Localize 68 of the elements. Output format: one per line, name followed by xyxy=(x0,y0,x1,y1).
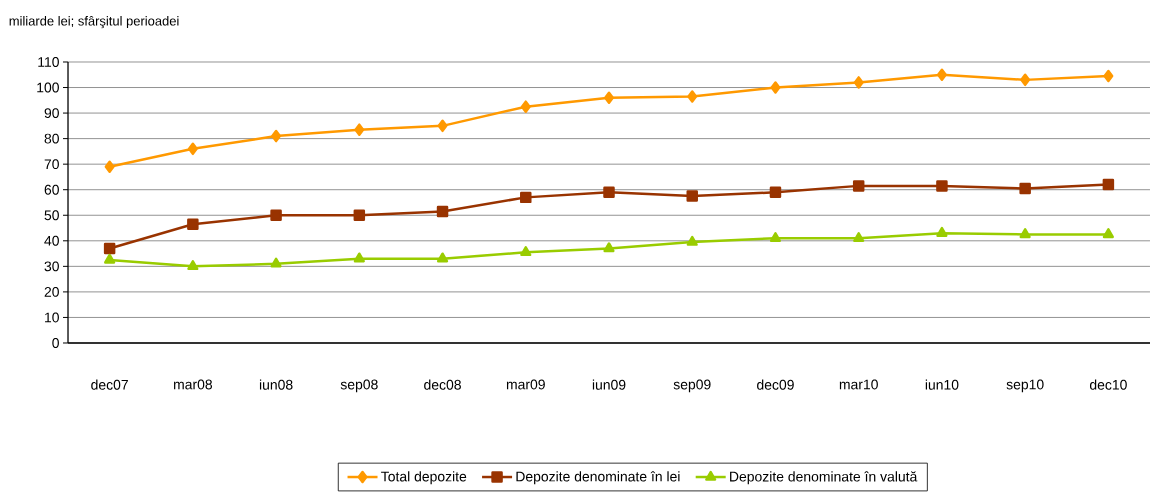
y-axis-title: miliarde lei; sfârşitul perioadei xyxy=(9,15,179,29)
point xyxy=(271,129,282,143)
point xyxy=(769,232,782,242)
point xyxy=(353,252,365,263)
point xyxy=(270,209,282,222)
point xyxy=(520,246,532,257)
point xyxy=(437,119,448,133)
point xyxy=(1020,73,1031,87)
point xyxy=(1019,182,1031,195)
point xyxy=(103,242,116,255)
x-tick-label: sep08 xyxy=(340,379,378,393)
point xyxy=(520,100,531,113)
legend-label: Total depozite xyxy=(381,471,467,485)
point xyxy=(853,232,865,242)
y-tick-label: 10 xyxy=(45,312,59,323)
y-tick-label: 20 xyxy=(44,286,59,297)
legend-label: Depozite denominate în valută xyxy=(730,471,918,485)
point xyxy=(1103,69,1114,83)
point xyxy=(187,142,198,156)
point xyxy=(604,91,614,104)
y-tick-label: 70 xyxy=(44,159,59,170)
legend-label: Depozite denominate în lei xyxy=(516,471,680,485)
x-tick-label: dec09 xyxy=(757,379,794,390)
point xyxy=(603,242,615,253)
y-tick-label: 90 xyxy=(44,108,59,119)
point xyxy=(936,68,947,82)
point xyxy=(1102,228,1114,239)
point xyxy=(354,123,365,136)
x-tick-label: sep09 xyxy=(673,379,711,393)
y-tick-label: 50 xyxy=(44,210,59,221)
y-tick-label: 40 xyxy=(44,235,59,246)
y-tick-label: 110 xyxy=(38,57,59,67)
point xyxy=(603,186,615,199)
x-tick-label: sep10 xyxy=(1006,379,1044,393)
x-tick-label: mar09 xyxy=(506,379,545,390)
point xyxy=(187,260,199,271)
y-tick-label: 100 xyxy=(37,82,59,93)
point xyxy=(1102,178,1115,191)
point xyxy=(769,186,782,199)
point xyxy=(687,90,698,103)
point xyxy=(187,218,199,230)
x-tick-label: mar08 xyxy=(174,379,213,390)
y-tick-label: 60 xyxy=(44,184,59,195)
x-tick-label: dec10 xyxy=(1089,379,1127,390)
x-tick-label: dec07 xyxy=(91,379,128,390)
point xyxy=(353,209,366,222)
y-tick-label: 80 xyxy=(44,133,59,144)
x-tick-label: mar10 xyxy=(839,379,878,390)
y-tick-label: 30 xyxy=(44,261,59,272)
point xyxy=(936,226,948,237)
point xyxy=(520,191,532,204)
x-tick-label: dec08 xyxy=(424,379,461,390)
point xyxy=(1019,228,1031,239)
point xyxy=(104,160,115,173)
point xyxy=(436,205,449,218)
point xyxy=(270,257,282,268)
x-tick-label: iun09 xyxy=(592,379,626,390)
point xyxy=(686,235,698,246)
point xyxy=(853,76,864,89)
point xyxy=(852,180,865,192)
point xyxy=(686,190,698,202)
point xyxy=(104,253,116,264)
x-tick-label: iun10 xyxy=(925,379,959,390)
point xyxy=(436,252,449,263)
y-tick-label: 0 xyxy=(52,338,59,348)
point xyxy=(936,180,948,192)
x-tick-label: iun08 xyxy=(259,379,293,390)
point xyxy=(770,81,781,94)
